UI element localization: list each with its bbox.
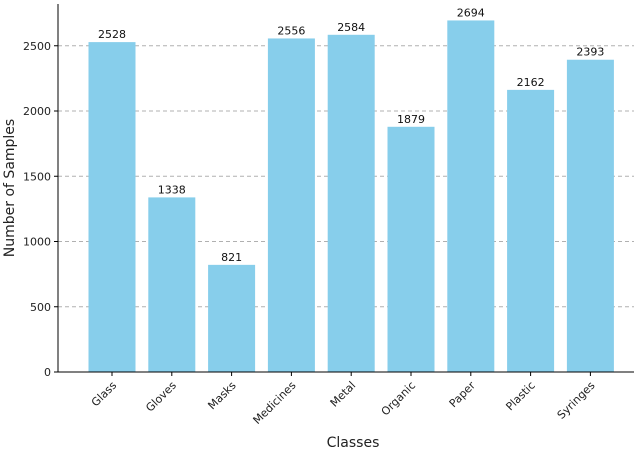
bar-organic bbox=[387, 126, 435, 372]
data-label-glass: 2528 bbox=[98, 28, 126, 41]
y-tick-label-1: 500 bbox=[30, 301, 51, 314]
y-tick-label-3: 1500 bbox=[23, 170, 51, 183]
bar-masks bbox=[208, 264, 256, 372]
data-label-medicines: 2556 bbox=[277, 24, 305, 37]
data-label-syringes: 2393 bbox=[576, 46, 604, 59]
x-tick-label-medicines: Medicines bbox=[251, 379, 299, 427]
y-axis-label: Number of Samples bbox=[2, 119, 18, 257]
x-tick-label-gloves: Gloves bbox=[143, 379, 179, 415]
axes bbox=[57, 4, 634, 373]
data-label-metal: 2584 bbox=[337, 21, 365, 34]
x-tick-label-plastic: Plastic bbox=[503, 379, 537, 413]
y-tick-label-0: 0 bbox=[44, 366, 51, 379]
data-label-plastic: 2162 bbox=[517, 76, 545, 89]
x-tick-label-paper: Paper bbox=[447, 379, 479, 411]
data-label-paper: 2694 bbox=[457, 6, 485, 19]
bars bbox=[88, 20, 614, 373]
x-tick-label-organic: Organic bbox=[379, 379, 418, 418]
x-tick-label-metal: Metal bbox=[328, 379, 359, 410]
data-labels: 2528 1338 821 2556 2584 1879 2694 2162 2393 bbox=[98, 6, 604, 263]
x-tick-label-masks: Masks bbox=[205, 379, 238, 412]
data-label-organic: 1879 bbox=[397, 113, 425, 126]
x-tick-labels: Glass Gloves Masks Medicines Metal Organic Pap… bbox=[89, 372, 598, 427]
bar-paper bbox=[447, 20, 495, 372]
data-label-masks: 821 bbox=[221, 251, 242, 264]
x-tick-label-syringes: Syringes bbox=[555, 379, 598, 422]
y-tick-label-4: 2000 bbox=[23, 105, 51, 118]
y-tick-label-5: 2500 bbox=[23, 40, 51, 53]
bar-glass bbox=[88, 42, 136, 372]
x-axis-label: Classes bbox=[327, 435, 380, 450]
bar-gloves bbox=[148, 197, 196, 372]
bar-syringes bbox=[566, 59, 614, 372]
x-tick-label-glass: Glass bbox=[89, 379, 119, 409]
bar-metal bbox=[327, 34, 375, 372]
y-tick-label-2: 1000 bbox=[23, 236, 51, 249]
y-tick-labels: 0 500 1000 1500 2000 2500 bbox=[23, 40, 58, 379]
bar-plastic bbox=[507, 89, 555, 372]
data-label-gloves: 1338 bbox=[158, 183, 186, 196]
bar-medicines bbox=[267, 38, 315, 373]
